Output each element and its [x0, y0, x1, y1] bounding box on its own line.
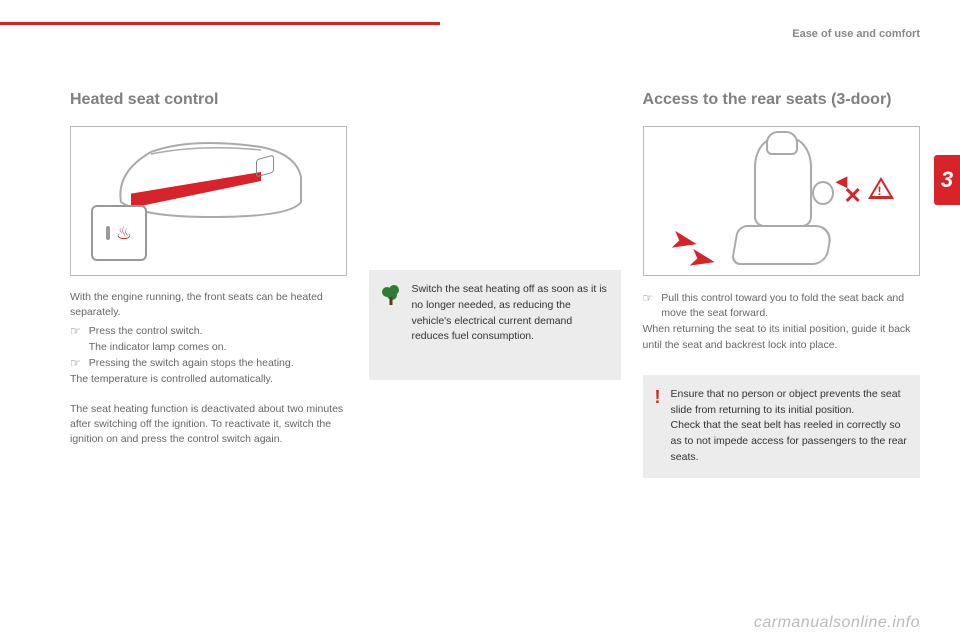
eco-tip-box: Switch the seat heating off as soon as i… — [369, 270, 620, 380]
caution-text-block: Ensure that no person or object prevents… — [671, 387, 908, 466]
bullet-press-switch: ☞ Press the control switch. The indicato… — [70, 324, 347, 354]
bullet-marker-icon: ☞ — [643, 291, 654, 321]
seat-cushion-icon — [730, 225, 833, 265]
heated-seat-body-text: With the engine running, the front seats… — [70, 290, 347, 451]
return-position-paragraph: When returning the seat to its initial p… — [643, 322, 920, 352]
eco-tip-text: Switch the seat heating off as soon as i… — [411, 282, 608, 368]
rear-seat-access-illustration: ➤ ➤ ◄ ✕ ! — [643, 126, 920, 276]
forward-arrow-icon: ➤ — [686, 243, 718, 276]
column-rear-seat-access: Access to the rear seats (3-door) ➤ ➤ ◄ … — [643, 90, 920, 620]
chapter-number: 3 — [941, 167, 953, 193]
top-red-accent-bar — [0, 22, 440, 25]
column-heated-seat: Heated seat control ♨ With the engine ru… — [70, 90, 347, 620]
rear-bullet1-text: Pull this control toward you to fold the… — [661, 291, 920, 321]
heated-seat-title: Heated seat control — [70, 90, 347, 110]
watermark-text: carmanualsonline.info — [754, 614, 920, 632]
bullet-pull-control: ☞ Pull this control toward you to fold t… — [643, 291, 920, 321]
bullet-marker-icon: ☞ — [70, 356, 81, 372]
release-lever-icon — [812, 181, 834, 205]
heated-seat-switch-icon: ♨ — [91, 205, 147, 261]
header-section-label: Ease of use and comfort — [792, 28, 920, 40]
caution-paragraph-1: Ensure that no person or object prevents… — [671, 387, 908, 419]
heated-seat-illustration: ♨ — [70, 126, 347, 276]
warning-exclamation-icon: ! — [878, 184, 882, 198]
deactivation-paragraph: The seat heating function is deactivated… — [70, 402, 347, 448]
caution-paragraph-2: Check that the seat belt has reeled in c… — [671, 418, 908, 465]
headrest-icon — [766, 131, 798, 155]
heat-waves-icon: ♨ — [116, 224, 132, 242]
caution-exclamation-icon: ! — [655, 387, 661, 466]
seat-icon — [714, 133, 834, 271]
rear-access-body-text: ☞ Pull this control toward you to fold t… — [643, 290, 920, 357]
eco-tree-icon — [381, 282, 401, 368]
caution-box: ! Ensure that no person or object preven… — [643, 375, 920, 478]
red-x-icon: ✕ — [844, 183, 862, 209]
bullet-press-again: ☞ Pressing the switch again stops the he… — [70, 356, 347, 372]
indicator-lamp-icon — [106, 226, 110, 240]
chapter-tab: 3 — [934, 155, 960, 205]
bullet1-sub-text: The indicator lamp comes on. — [89, 340, 348, 355]
bullet-marker-icon: ☞ — [70, 324, 81, 354]
bullet2-text: Pressing the switch again stops the heat… — [89, 356, 348, 372]
intro-paragraph: With the engine running, the front seats… — [70, 290, 347, 320]
rear-access-title: Access to the rear seats (3-door) — [643, 90, 920, 110]
bullet1-text: Press the control switch. — [89, 324, 348, 339]
auto-temp-paragraph: The temperature is controlled automatica… — [70, 372, 347, 387]
column-eco-tip: Switch the seat heating off as soon as i… — [369, 90, 620, 620]
page-content: Heated seat control ♨ With the engine ru… — [70, 90, 920, 620]
